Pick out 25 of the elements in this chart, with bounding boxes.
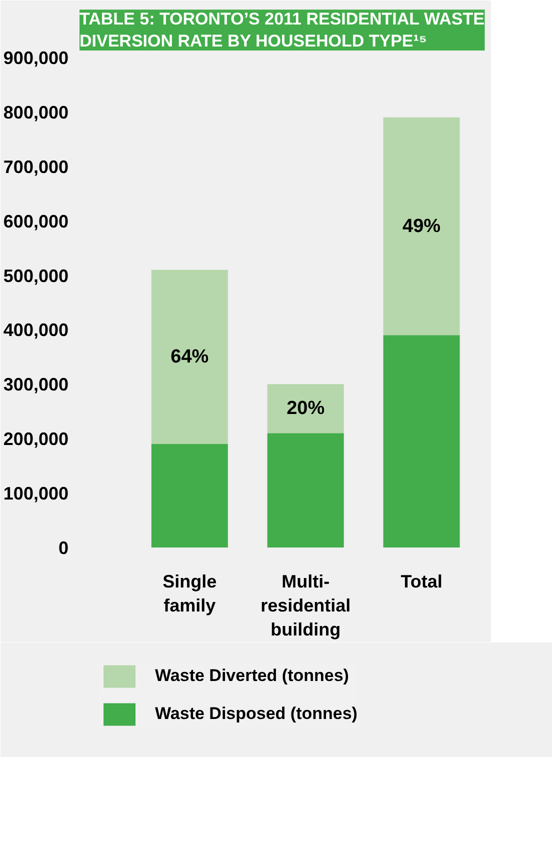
bar <box>383 117 460 336</box>
bar <box>383 335 460 548</box>
y-tick-label: 700,000 <box>3 156 69 177</box>
legend-label: Waste Disposed (tonnes) <box>155 704 358 724</box>
y-tick-label: 300,000 <box>3 374 69 395</box>
bar <box>151 444 228 548</box>
y-tick-label: 100,000 <box>3 484 69 504</box>
y-tick-label: 800,000 <box>3 102 69 122</box>
annotation: 64% <box>170 346 209 368</box>
y-tick-label: 200,000 <box>3 429 69 450</box>
legend-label: Waste Diverted (tonnes) <box>155 666 349 686</box>
chart-title: TABLE 5: TORONTO’S 2011 RESIDENTIAL WASTE DIVERSION RATE BY HOUSEHOLD TYPE¹⁵ <box>80 10 484 50</box>
y-tick-label: 0 <box>58 538 69 558</box>
bar <box>151 270 228 444</box>
x-tick-label: Total <box>400 572 442 592</box>
bar <box>267 384 344 434</box>
y-tick-label: 600,000 <box>3 211 69 232</box>
bar <box>267 433 344 548</box>
annotation: 49% <box>402 216 441 237</box>
x-tick-label: Single family <box>162 572 217 616</box>
y-tick-label: 500,000 <box>3 266 69 286</box>
x-tick-label: Multi-residential building <box>260 572 351 640</box>
y-tick-label: 900,000 <box>3 48 69 68</box>
annotation: 20% <box>286 398 325 420</box>
y-tick-label: 400,000 <box>3 320 69 340</box>
